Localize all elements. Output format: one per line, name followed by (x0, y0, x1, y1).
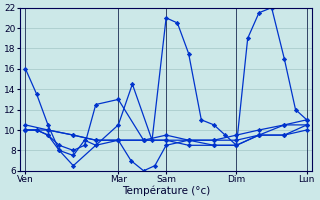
X-axis label: Température (°c): Température (°c) (122, 185, 210, 196)
